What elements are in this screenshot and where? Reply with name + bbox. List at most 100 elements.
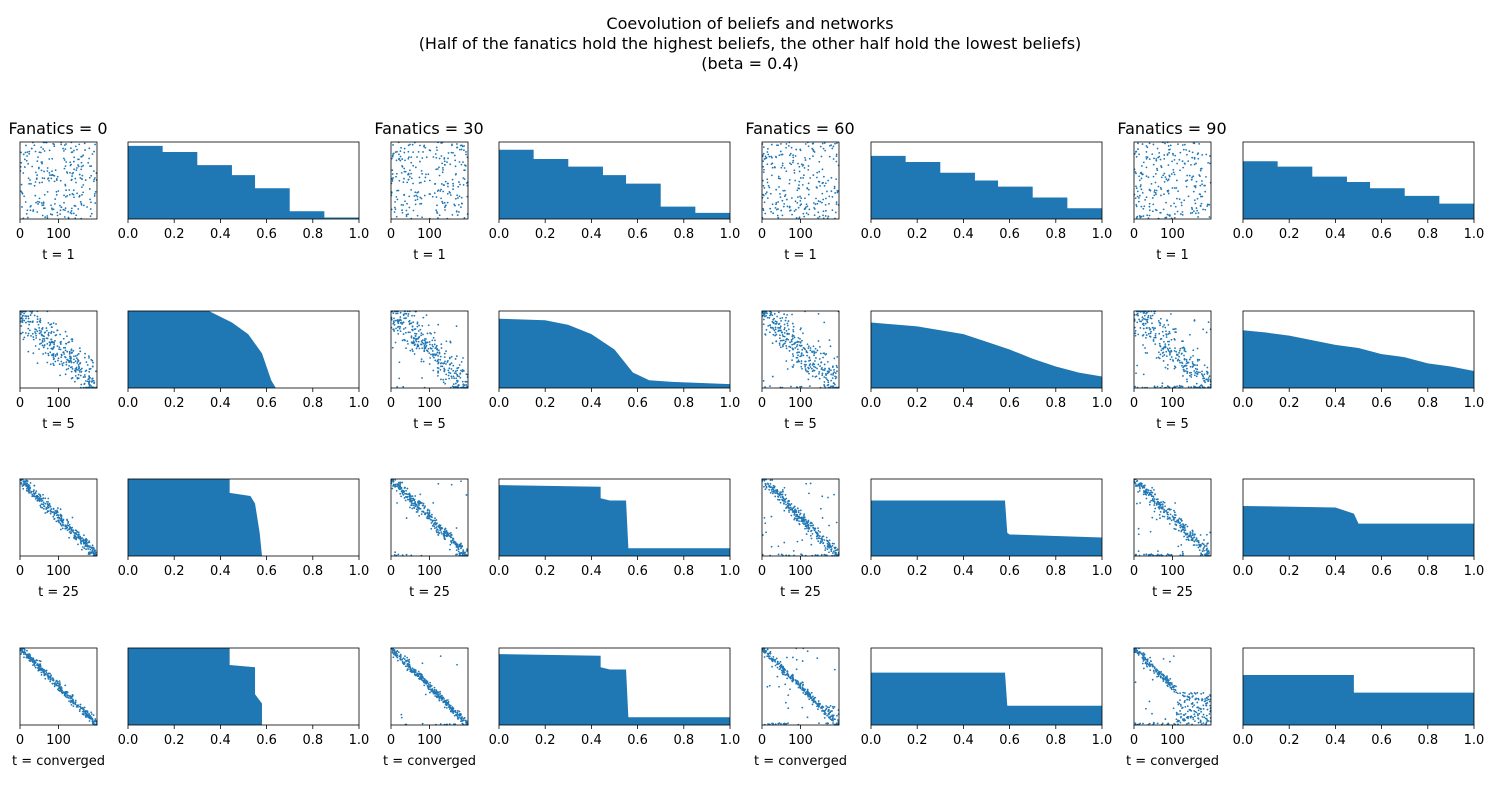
scatter-point [407,157,410,160]
scatter-point [30,147,33,150]
scatter-point [36,494,39,497]
scatter-point [798,344,801,347]
scatter-point [91,549,94,552]
scatter-point [807,521,809,524]
scatter-point [407,663,409,666]
x-tick-label: 1.0 [349,396,370,411]
scatter-point [816,202,819,205]
scatter-point [1164,343,1167,346]
scatter-point [1170,205,1172,207]
scatter-point [440,347,443,349]
scatter-point [28,321,31,323]
scatter-point [56,352,59,355]
x-tick-label: 0.8 [1417,227,1438,242]
scatter-point [1196,358,1199,361]
scatter-point [769,314,771,317]
scatter-point [37,203,39,205]
scatter-point [76,704,78,707]
scatter-point [414,674,417,677]
scatter-point [784,342,786,345]
belief-bar-axes: 0.0 0.2 0.4 0.6 0.8 1.0 [118,141,369,242]
scatter-point [80,370,83,373]
scatter-point [392,320,395,323]
scatter-point [1163,515,1166,518]
scatter-point [64,330,67,333]
scatter-point [58,363,61,366]
scatter-point [1135,313,1138,316]
scatter-point [798,184,800,187]
scatter-point [70,352,73,354]
scatter-point [420,197,423,200]
scatter-point [451,214,454,216]
scatter-point [40,500,43,503]
scatter-point [57,685,60,687]
scatter-point [797,206,800,209]
column-title: Fanatics = 60 [745,119,854,138]
scatter-point [69,161,72,164]
scatter-point [53,357,55,360]
scatter-point [68,531,71,533]
scatter-point [409,506,411,509]
scatter-point [450,375,453,378]
scatter-point [785,316,787,319]
scatter-point [435,344,438,347]
scatter-point [1170,338,1173,341]
scatter-point [454,710,456,712]
scatter-point [45,500,48,503]
scatter-point [405,209,408,212]
scatter-point [1183,354,1185,357]
scatter-point [1189,212,1192,215]
scatter-point [827,545,830,548]
scatter-point [1135,155,1138,158]
scatter-point [435,523,437,526]
scatter-point [788,154,791,157]
scatter-point [1185,362,1188,365]
scatter-point [443,362,446,365]
scatter-point [66,194,69,197]
scatter-point [790,146,793,149]
scatter-point [1150,317,1153,320]
scatter-point [464,380,467,383]
scatter-point [39,343,41,345]
scatter-point [804,348,807,351]
scatter-point [1155,159,1158,162]
scatter-point [1135,187,1138,190]
scatter-point [39,665,42,668]
scatter-point [1183,347,1186,350]
scatter-point [766,147,769,150]
scatter-point [88,541,91,544]
scatter-point [452,188,454,191]
scatter-point [419,678,421,681]
scatter-point [800,354,803,357]
scatter-point [416,191,419,194]
scatter-point [53,683,56,686]
scatter-point [418,176,421,179]
scatter-point [32,320,34,323]
scatter-point [1154,173,1157,175]
scatter-point [47,352,50,355]
scatter-point [777,545,780,548]
scatter-point [30,334,32,337]
scatter-point [1206,366,1209,369]
scatter-point [1196,373,1199,375]
bar-frame [498,310,731,389]
scatter-point [1174,205,1177,208]
scatter-point [772,658,775,661]
scatter-point [1186,525,1189,528]
scatter-point [1206,370,1208,373]
scatter-point [23,319,26,322]
scatter-point [416,345,419,347]
scatter-point [425,349,428,352]
x-tick-label: 100 [46,227,71,242]
scatter-point [434,695,437,697]
scatter-point [780,166,783,169]
scatter-point [56,680,59,683]
scatter-point [795,148,798,151]
x-tick-label: 0.2 [164,733,185,748]
scatter-point [457,197,459,199]
scatter-point [805,203,808,206]
scatter-point [396,320,399,323]
scatter-point [802,691,805,694]
scatter-point [74,532,76,535]
scatter-point [830,369,832,372]
